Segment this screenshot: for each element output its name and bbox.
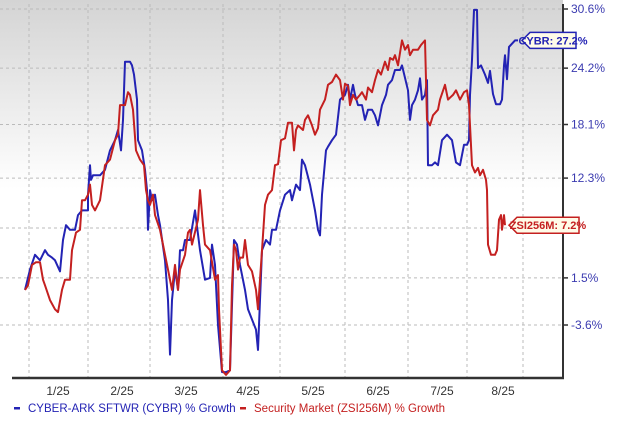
y-tick-label: 18.1% [571,118,605,132]
end-labels: CYBR: 27.2% ZSI256M: 7.2% [507,31,588,234]
x-tick-label: 1/25 [46,384,70,398]
x-tick-label: 5/25 [301,384,325,398]
legend: CYBER-ARK SFTWR (CYBR) % Growth Security… [14,403,445,415]
cybr-end-label: CYBR: 27.2% [518,31,588,50]
x-tick-label: 2/25 [110,384,134,398]
legend-swatch-cybr [14,407,20,410]
series-lines [24,8,518,376]
plot-background [0,0,563,378]
x-tick-label: 4/25 [236,384,260,398]
zsi256m-end-label: ZSI256M: 7.2% [507,216,587,234]
end-label-box [507,216,580,234]
y-tick-label: 1.5% [571,271,599,285]
legend-label-zsi: Security Market (ZSI256M) % Growth [254,403,445,415]
x-tick-label: 7/25 [430,384,454,398]
legend-swatch-zsi [240,407,246,410]
legend-label-cybr: CYBER-ARK SFTWR (CYBR) % Growth [28,403,236,415]
end-label-box [520,31,577,50]
x-tick-label: 6/25 [366,384,390,398]
end-label-text: CYBR: 27.2% [518,35,587,47]
y-tick-label: 12.3% [571,171,605,185]
zsi256m-growth-line [24,39,506,376]
y-tick-label: 24.2% [571,61,605,75]
x-axis-ticks: 1/25 2/25 3/25 4/25 5/25 6/25 7/25 8/25 [46,384,515,398]
y-tick-label: 30.6% [571,2,605,16]
y-axis-ticks: 30.6% 24.2% 18.1% 12.3% 1.5% -3.6% [563,2,605,332]
cybr-growth-line [24,8,518,374]
end-label-text: ZSI256M: 7.2% [510,220,587,232]
x-tick-label: 3/25 [174,384,198,398]
x-tick-label: 8/25 [491,384,515,398]
y-tick-label: -3.6% [571,318,603,332]
